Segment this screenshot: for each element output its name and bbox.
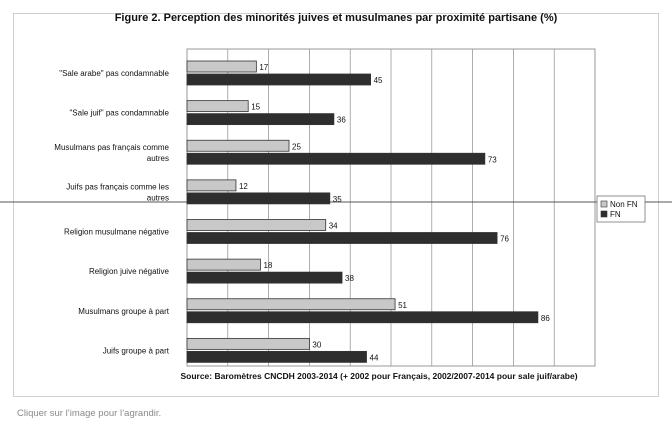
data-label: 35 xyxy=(333,195,342,204)
data-label: 44 xyxy=(370,353,379,362)
bar xyxy=(186,192,331,205)
bar xyxy=(186,139,290,152)
legend-swatch xyxy=(600,200,608,208)
category-label: Juifs groupe à part xyxy=(103,346,170,355)
bar xyxy=(186,311,539,324)
bar xyxy=(186,113,335,126)
data-label: 36 xyxy=(337,116,346,125)
data-label: 86 xyxy=(541,314,550,323)
bar xyxy=(186,73,372,86)
data-label: 51 xyxy=(398,301,407,310)
category-label: Musulmans pas français comme xyxy=(54,143,169,152)
data-label: 73 xyxy=(488,155,497,164)
data-label: 17 xyxy=(259,63,268,72)
category-label: autres xyxy=(147,193,169,202)
bar xyxy=(186,179,237,192)
data-label: 15 xyxy=(251,103,260,112)
category-label: Religion musulmane négative xyxy=(64,228,170,237)
legend-label: Non FN xyxy=(610,200,638,209)
data-label: 45 xyxy=(374,76,383,85)
image-caption: Cliquer sur l’image pour l’agrandir. xyxy=(17,408,162,419)
category-label: "Sale arabe" pas condamnable xyxy=(59,69,169,78)
bar xyxy=(186,152,486,165)
data-label: 38 xyxy=(345,274,354,283)
data-label: 25 xyxy=(292,142,301,151)
legend-box xyxy=(596,195,646,223)
bar xyxy=(186,60,257,73)
bar xyxy=(186,350,367,363)
bar xyxy=(186,100,249,113)
category-label: Musulmans groupe à part xyxy=(78,307,169,316)
legend-swatch xyxy=(600,210,608,218)
bar xyxy=(186,258,261,271)
chart-source: Source: Baromètres CNCDH 2003-2014 (+ 20… xyxy=(180,371,578,381)
category-label: autres xyxy=(147,154,169,163)
bar xyxy=(186,298,396,311)
legend-label: FN xyxy=(610,210,621,219)
bar xyxy=(186,337,310,350)
bar xyxy=(186,232,498,244)
bar xyxy=(186,219,327,231)
data-label: 30 xyxy=(312,340,321,349)
category-label: "Sale juif" pas condamnable xyxy=(69,109,169,118)
chart-title: Figure 2. Perception des minorités juive… xyxy=(114,12,558,24)
data-label: 12 xyxy=(239,182,248,191)
data-label: 76 xyxy=(500,235,509,244)
data-label: 18 xyxy=(263,261,272,270)
category-label: Religion juive négative xyxy=(89,267,170,276)
data-label: 34 xyxy=(329,222,338,231)
category-label: Juifs pas français comme les xyxy=(66,182,169,191)
bar xyxy=(186,271,343,284)
